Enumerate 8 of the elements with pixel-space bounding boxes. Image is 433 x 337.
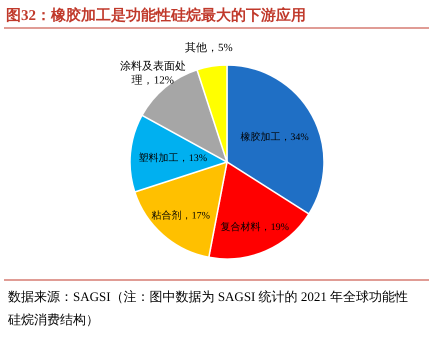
source-note: 数据来源：SAGSI（注：图中数据为 SAGSI 统计的 2021 年全球功能性硅烷消费结构）: [7, 289, 408, 327]
slice-label: 其他，5%: [184, 41, 233, 54]
slice-label: 粘合剂，17%: [152, 209, 210, 222]
slice-label: 复合材料，19%: [220, 221, 289, 234]
slice-label: 涂料及表面处理，12%: [120, 59, 186, 86]
chart-title: 图32：橡胶加工是功能性硅烷最大的下游应用: [6, 6, 306, 24]
slice-label: 橡胶加工，34%: [240, 130, 309, 143]
slice-label: 塑料加工，13%: [138, 152, 208, 164]
